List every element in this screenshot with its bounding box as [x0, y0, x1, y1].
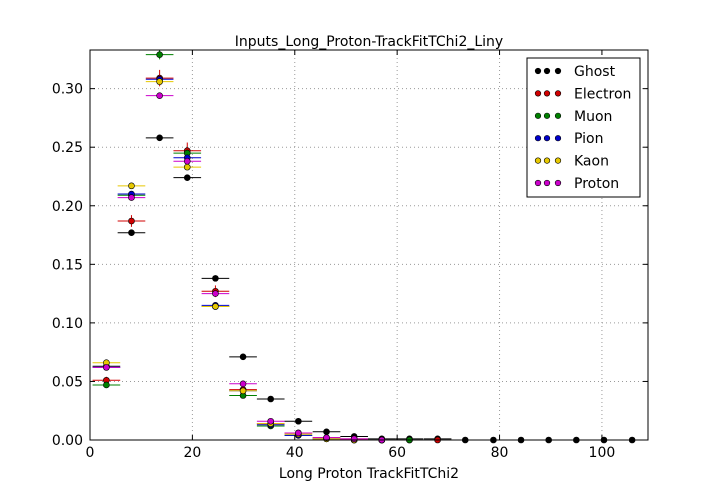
y-tick-label: 0.05	[52, 374, 83, 390]
chart-title: Inputs_Long_Proton-TrackFitTChi2_Liny	[235, 34, 503, 50]
data-point	[156, 78, 163, 85]
data-point	[267, 395, 275, 403]
x-tick-label: 80	[491, 445, 509, 461]
data-point	[156, 92, 163, 99]
x-tick-label: 40	[286, 445, 304, 461]
plot-frame	[89, 49, 649, 441]
y-tick-label: 0.20	[52, 199, 83, 215]
data-point	[295, 417, 302, 425]
legend-marker	[554, 112, 562, 119]
legend-label: Ghost	[574, 64, 616, 80]
data-point	[183, 157, 191, 165]
data-point	[128, 229, 135, 237]
data-point	[183, 174, 191, 181]
ticks: 0 20 40 60 80 100 0.00 0.05 0.10 0.15 0.20 0.25 0.30	[52, 50, 648, 461]
legend-item: Proton	[534, 176, 619, 192]
data-point	[295, 429, 302, 437]
legend-marker	[554, 179, 562, 187]
legend-item: Pion	[534, 131, 603, 147]
data-point	[103, 364, 110, 371]
series-electron	[92, 69, 452, 444]
legend-item: Kaon	[534, 154, 609, 170]
legend-marker	[554, 67, 562, 75]
series-proton	[92, 92, 396, 444]
y-tick-label: 0.25	[52, 140, 83, 156]
y-tick-label: 0.00	[52, 433, 83, 449]
legend-marker	[534, 179, 542, 187]
data-point	[156, 134, 163, 142]
x-axis-label: Long Proton TrackFitTChi2	[279, 466, 459, 482]
y-tick-label: 0.10	[52, 316, 83, 332]
data-point	[239, 380, 247, 388]
data-point	[128, 182, 135, 190]
data-point	[103, 381, 110, 389]
data-point	[212, 303, 219, 310]
data-point	[212, 275, 219, 282]
data-point	[183, 163, 191, 171]
legend-marker	[534, 135, 542, 142]
legend-label: Pion	[574, 131, 603, 147]
legend-label: Proton	[574, 176, 619, 192]
legend-marker	[543, 90, 551, 97]
y-tick-label: 0.15	[52, 257, 83, 273]
legend-marker	[554, 157, 562, 164]
y-tick-label: 0.30	[52, 82, 83, 98]
data-point	[239, 353, 247, 361]
data-point	[128, 217, 135, 225]
legend-marker	[543, 179, 551, 187]
x-tick-label: 60	[388, 445, 406, 461]
legend-label: Kaon	[574, 154, 609, 170]
data-point	[212, 290, 219, 297]
x-tick-label: 20	[183, 445, 201, 461]
legend: Ghost Electron Muon Pion Kaon Proton	[526, 57, 641, 198]
legend-marker	[534, 90, 542, 97]
data-point	[350, 435, 358, 443]
data-point	[239, 387, 247, 395]
legend-marker	[543, 135, 551, 142]
series-muon	[92, 50, 424, 444]
legend-marker	[543, 157, 551, 164]
data-point	[323, 434, 330, 441]
legend-marker	[554, 90, 562, 97]
legend-box	[526, 57, 641, 198]
x-tick-label: 0	[86, 445, 95, 461]
legend-item: Ghost	[534, 64, 616, 80]
legend-label: Muon	[574, 109, 612, 125]
legend-item: Muon	[534, 109, 612, 125]
data-point	[267, 417, 275, 425]
legend-marker	[534, 112, 542, 119]
series-kaon	[92, 78, 396, 444]
legend-marker	[543, 112, 551, 119]
data-point	[323, 428, 330, 436]
legend-marker	[543, 67, 551, 75]
legend-item: Electron	[534, 86, 631, 102]
x-tick-label: 100	[589, 445, 616, 461]
legend-marker	[554, 135, 562, 142]
legend-label: Electron	[574, 86, 631, 102]
data-point	[156, 51, 163, 58]
legend-marker	[534, 67, 542, 75]
legend-marker	[534, 157, 542, 164]
data-point	[128, 194, 135, 201]
